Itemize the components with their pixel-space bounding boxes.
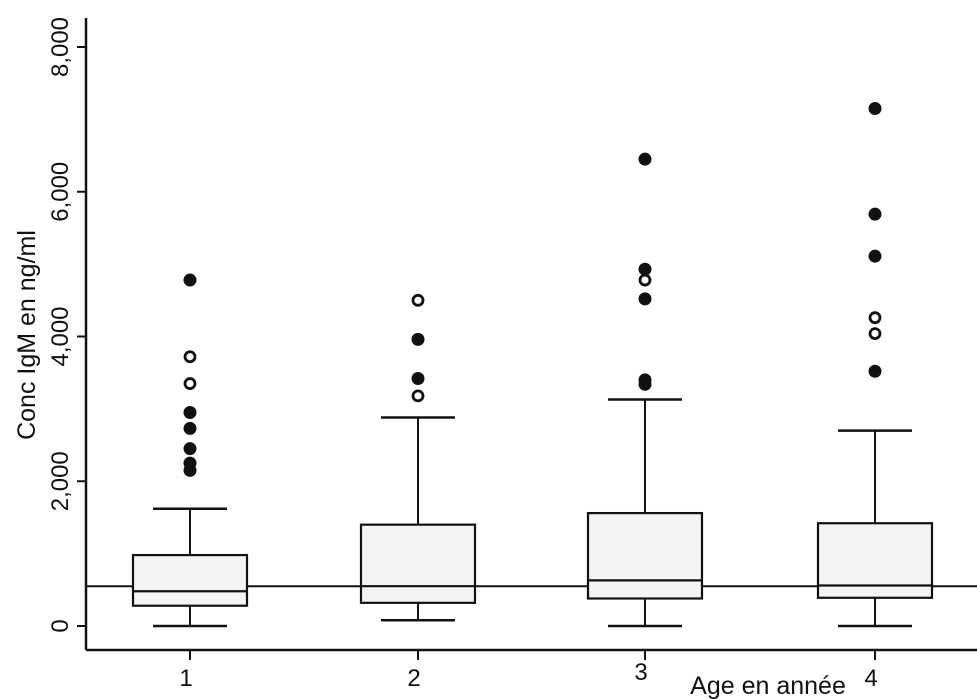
y-tick-label: 6,000 [47, 162, 74, 222]
box-iqr [816, 522, 934, 599]
outlier-point-filled [183, 421, 197, 435]
x-tick-label: 4 [864, 665, 877, 692]
y-tick-label: 2,000 [47, 451, 74, 511]
outlier-point-open [411, 389, 425, 403]
axes [84, 18, 977, 652]
y-tick-label: 8,000 [47, 17, 74, 77]
outlier-point-filled [183, 442, 197, 456]
box-iqr [586, 511, 704, 600]
x-axis-title: Age en année [690, 672, 846, 700]
outlier-point-open [183, 350, 197, 364]
outlier-point-filled [638, 262, 652, 276]
outlier-point-filled [411, 371, 425, 385]
outlier-point-filled [638, 292, 652, 306]
outlier-point-filled [411, 332, 425, 346]
outlier-point-open [411, 293, 425, 307]
outlier-point-open [868, 311, 882, 325]
outlier-point-filled [183, 405, 197, 419]
outlier-point-filled [638, 377, 652, 391]
x-tick-label: 1 [179, 665, 192, 692]
boxes [131, 102, 934, 628]
outlier-point-filled [868, 102, 882, 116]
y-tick-label: 0 [47, 619, 74, 632]
outlier-point-filled [868, 207, 882, 221]
box-iqr [359, 523, 477, 604]
outlier-point-filled [868, 249, 882, 263]
outlier-point-open [183, 377, 197, 390]
outlier-point-filled [183, 273, 197, 287]
outlier-point-filled [638, 152, 652, 166]
y-ticks: 0 2,000 4,000 6,000 8,000 [47, 17, 86, 633]
x-ticks: 1 2 3 4 [179, 650, 878, 692]
x-tick-label: 2 [407, 665, 420, 692]
y-axis-title: Conc IgM en ng/ml [13, 230, 41, 440]
x-tick-label: 3 [634, 659, 647, 686]
outlier-point-filled [183, 463, 197, 477]
outlier-point-open [868, 327, 882, 341]
box-iqr [131, 553, 249, 607]
outlier-point-filled [868, 364, 882, 378]
y-tick-label: 4,000 [47, 306, 74, 366]
outlier-point-open [638, 273, 652, 287]
